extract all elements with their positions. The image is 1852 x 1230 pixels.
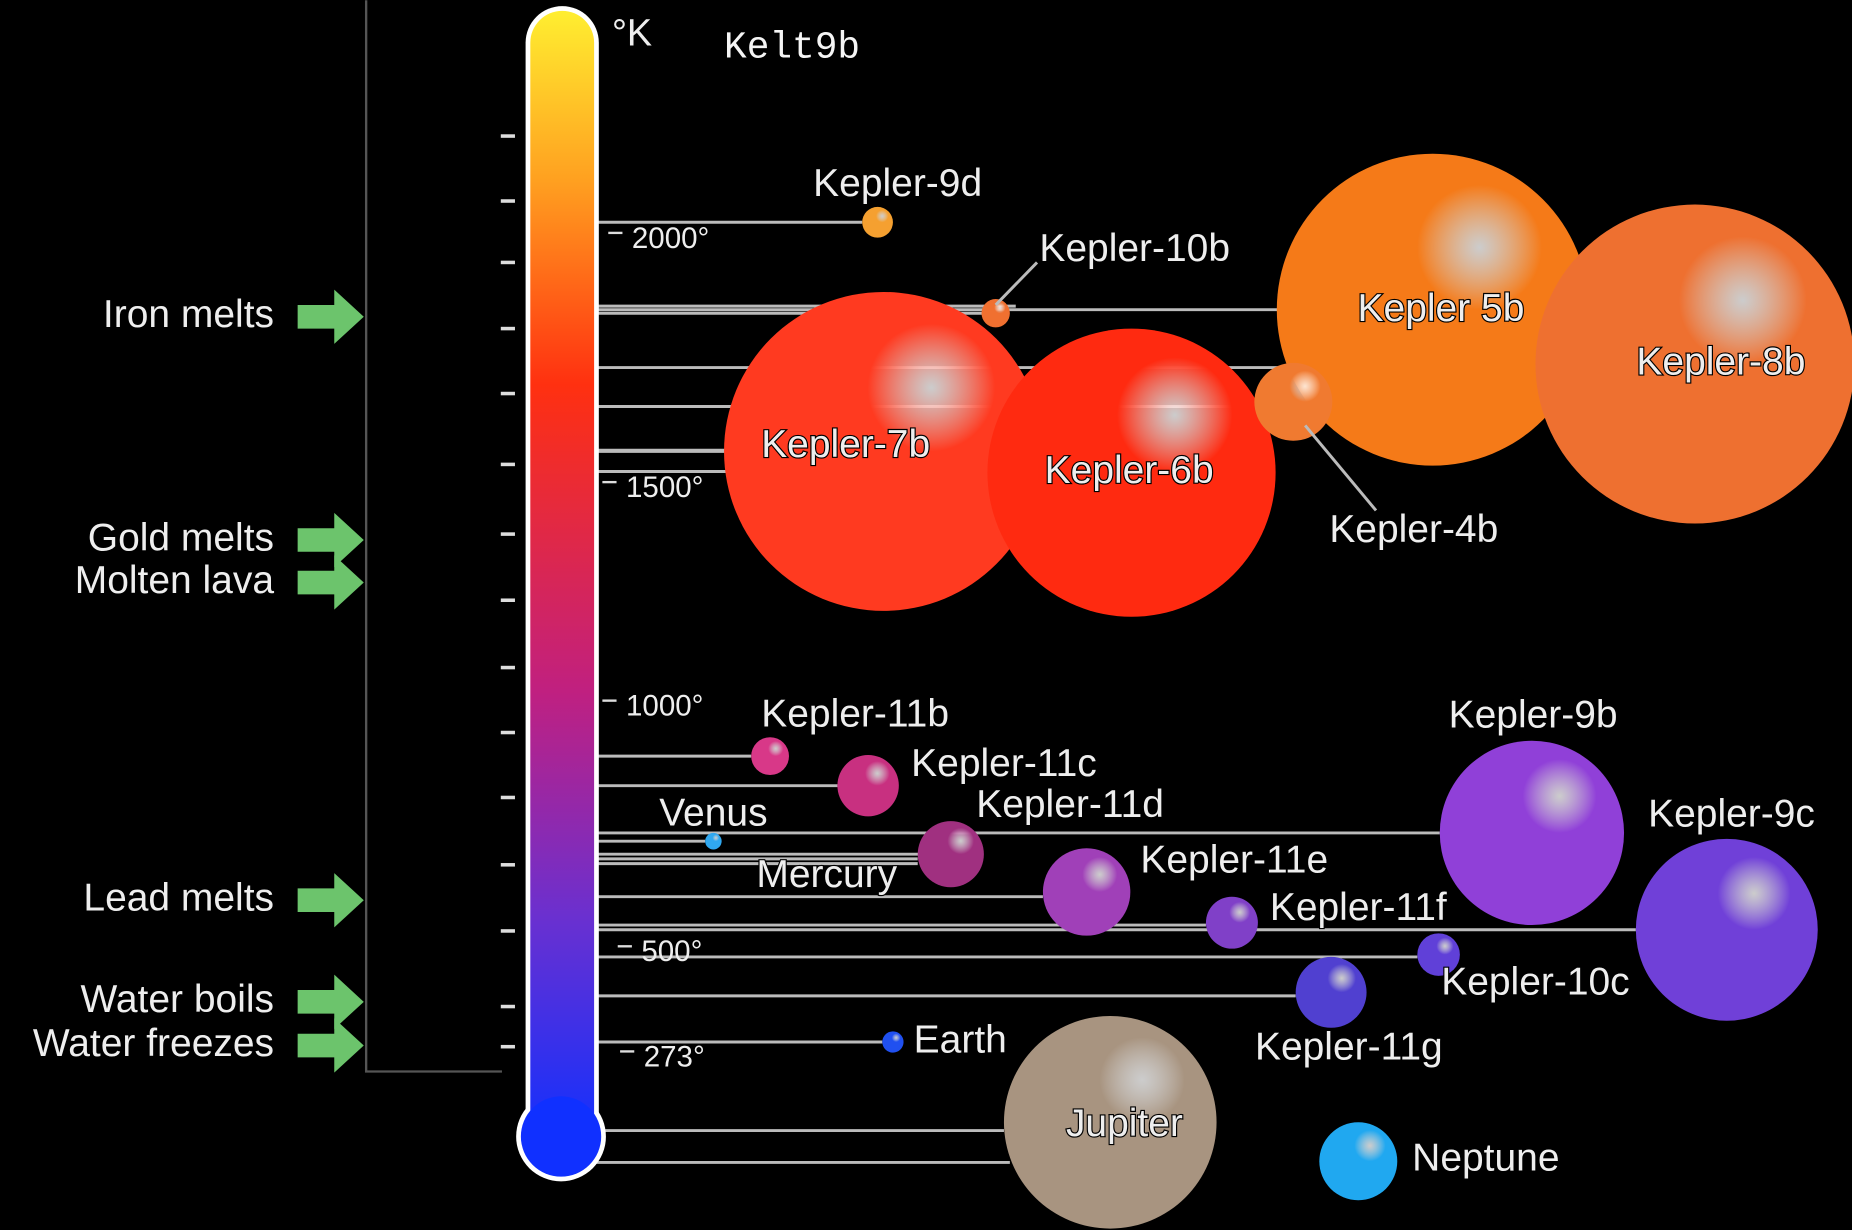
- planet: [917, 821, 984, 888]
- marker-label: Water freezes: [33, 1022, 274, 1065]
- planet-label: Kepler-10b: [1039, 227, 1230, 270]
- marker-label: Iron melts: [103, 293, 274, 336]
- planet: [1535, 204, 1852, 524]
- planet-label: Kepler-4b: [1329, 508, 1498, 551]
- planet-label: Earth: [914, 1018, 1007, 1061]
- planet-label: Kepler-11b: [761, 692, 949, 735]
- planet: [1003, 1015, 1217, 1229]
- planet-label: Jupiter: [1066, 1102, 1183, 1145]
- planet: [705, 832, 722, 850]
- planet: [981, 299, 1010, 328]
- planet: [1439, 740, 1625, 926]
- planet-label: Kepler-7b: [761, 423, 930, 466]
- planet-label: Kepler-6b: [1045, 449, 1214, 492]
- arrow: [297, 974, 364, 1029]
- marker-label: Lead melts: [83, 877, 274, 920]
- planet-label: Neptune: [1412, 1136, 1559, 1179]
- planet: [862, 206, 893, 238]
- scale-label: 500°: [641, 935, 702, 968]
- arrow: [297, 289, 364, 344]
- planet: [1417, 933, 1460, 976]
- thermometer-ticks: [500, 134, 515, 1049]
- divider: [364, 0, 502, 1073]
- planet-label: Venus: [659, 791, 767, 834]
- planet-label: Kepler 5b: [1358, 287, 1525, 330]
- planet-label: Kepler-11d: [976, 783, 1164, 826]
- planet: [882, 1031, 904, 1053]
- arrow: [297, 555, 364, 610]
- planet: [751, 737, 789, 776]
- planet: [1254, 362, 1333, 441]
- planet: [1042, 848, 1131, 936]
- scale-label: 2000°: [632, 222, 709, 255]
- planet: [1276, 153, 1589, 466]
- marker-label: Water boils: [81, 978, 274, 1021]
- planet: [1295, 956, 1367, 1028]
- scale-label: 1000°: [626, 690, 703, 723]
- planet: [724, 291, 1043, 611]
- planet-label: Kepler-11g: [1255, 1025, 1443, 1068]
- planet-label: Kepler-9d: [813, 162, 982, 205]
- marker-label: Gold melts: [88, 516, 274, 559]
- arrow: [297, 1018, 364, 1073]
- planet: [1205, 896, 1258, 949]
- thermometer: [530, 10, 595, 1145]
- scale-label: 273°: [644, 1040, 705, 1073]
- leader: [1304, 424, 1378, 512]
- arrow: [297, 873, 364, 928]
- planet: [837, 754, 899, 817]
- planet-label: Mercury: [756, 853, 897, 896]
- planet: [1319, 1122, 1398, 1201]
- title: Kelt9b: [724, 27, 860, 69]
- planet-label: Kepler-8b: [1636, 340, 1805, 383]
- planet: [1635, 838, 1818, 1021]
- planet: [987, 328, 1276, 617]
- planet-label: Kepler-9c: [1648, 793, 1815, 836]
- planet-label: Kepler-10c: [1441, 960, 1629, 1003]
- marker-label: Molten lava: [75, 559, 275, 602]
- planet-label: Kepler-11f: [1270, 886, 1447, 929]
- arrow: [297, 512, 364, 568]
- planet-label: Kepler-9b: [1449, 693, 1618, 736]
- leader: [994, 261, 1039, 306]
- unit: °K: [612, 13, 652, 55]
- bulb: [520, 1096, 602, 1177]
- diagram: 2000° 1500° 1000° 500° 273° Iron melts Gold me…: [33, 153, 1852, 1229]
- planet-label: Kepler-11e: [1140, 839, 1328, 882]
- planet-label: Kepler-11c: [911, 742, 1097, 785]
- scale-label: 1500°: [626, 471, 703, 504]
